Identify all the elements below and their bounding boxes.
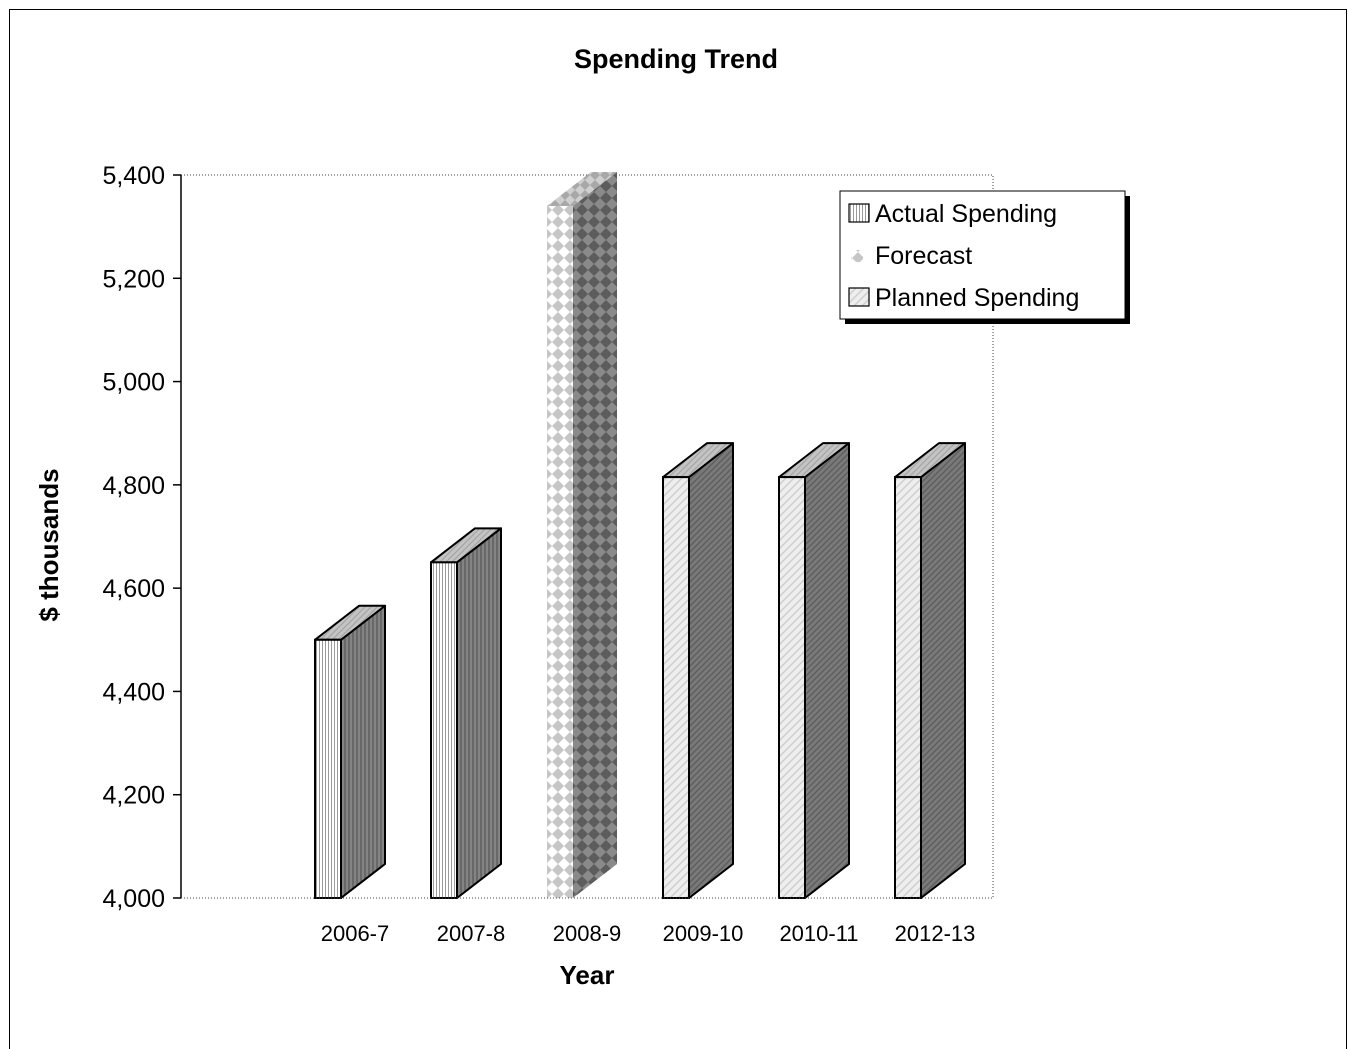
bar-2010-11 [778, 476, 806, 899]
legend: Actual Spending Forecast Planned Spendin… [839, 190, 1130, 324]
bar-side-2006-7 [340, 604, 386, 899]
y-tick-label: 4,400 [102, 678, 165, 706]
y-tick-label: 4,600 [102, 575, 165, 603]
x-tick-label: 2007-8 [437, 921, 506, 946]
legend-swatch-planned [848, 287, 870, 307]
x-tick-label: 2006-7 [321, 921, 390, 946]
y-tick-label: 4,000 [102, 885, 165, 913]
bar-side-2007-8 [456, 527, 502, 899]
legend-box [839, 190, 1126, 320]
legend-label-actual: Actual Spending [875, 200, 1057, 228]
legend-swatch-actual [848, 203, 870, 223]
bar-2012-13 [894, 476, 922, 899]
legend-label-planned: Planned Spending [875, 284, 1079, 312]
bars-group [314, 171, 966, 899]
bar-top-2008-9 [547, 171, 617, 206]
x-tick-label: 2012-13 [895, 921, 976, 946]
bar-side-2012-13 [920, 442, 966, 899]
y-tick-label: 4,200 [102, 782, 165, 810]
y-tick-label: 5,200 [102, 265, 165, 293]
legend-label-forecast: Forecast [875, 242, 972, 270]
x-tick-label: 2009-10 [663, 921, 744, 946]
bar-side-2008-9 [573, 171, 617, 898]
bar-side-2010-11 [804, 442, 850, 899]
x-tick-label: 2008-9 [553, 921, 622, 946]
legend-swatch-forecast [851, 250, 863, 262]
bar-2006-7 [314, 638, 342, 899]
bar-2009-10 [662, 476, 690, 899]
chart-frame [9, 9, 1347, 1049]
x-axis-title: Year [560, 960, 615, 990]
x-tick-label: 2010-11 [779, 921, 858, 946]
chart-title: Spending Trend [574, 44, 778, 74]
bar-side-2009-10 [688, 442, 734, 899]
y-axis-ticks: 4,000 4,200 4,400 4,600 4,800 5,000 5,200 5,400 [102, 162, 181, 913]
bar-2008-9 [547, 205, 573, 898]
x-axis-ticks: 2006-7 2007-8 2008-9 2009-10 2010-11 2012-13 [181, 897, 993, 946]
bar-2007-8 [430, 561, 458, 899]
y-tick-label: 5,400 [102, 162, 165, 190]
y-axis-title: $ thousands [34, 468, 64, 621]
y-tick-label: 4,800 [102, 472, 165, 500]
y-tick-label: 5,000 [102, 369, 165, 397]
